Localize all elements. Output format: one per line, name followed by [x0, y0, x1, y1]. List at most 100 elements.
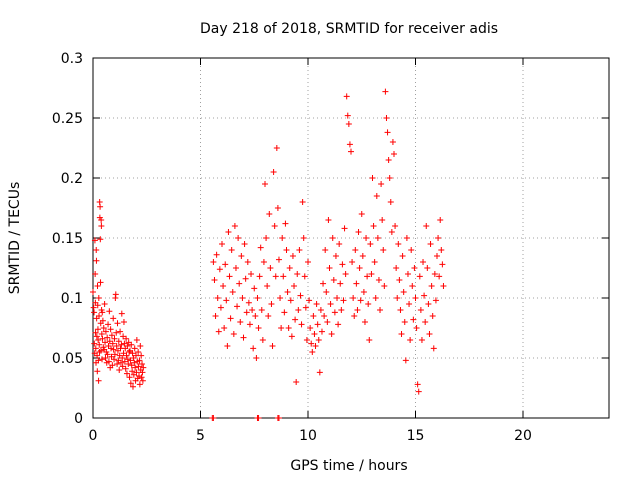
- data-point: [392, 223, 399, 229]
- data-point: [383, 115, 390, 121]
- data-point: [135, 349, 142, 355]
- data-point: [127, 357, 134, 364]
- data-point: [101, 301, 108, 307]
- data-point: [345, 121, 352, 127]
- data-point: [402, 357, 409, 364]
- data-point: [293, 379, 300, 385]
- data-point: [252, 313, 259, 319]
- data-point: [139, 361, 146, 367]
- data-point: [336, 241, 343, 247]
- data-point: [123, 370, 130, 377]
- data-point: [94, 302, 101, 309]
- data-point: [98, 331, 105, 337]
- data-point: [369, 175, 376, 181]
- data-point: [277, 295, 284, 301]
- data-point: [136, 357, 143, 364]
- data-point: [408, 247, 415, 253]
- data-point: [435, 235, 442, 241]
- data-point: [329, 235, 336, 241]
- data-point: [415, 388, 422, 395]
- data-point: [406, 301, 413, 307]
- data-point: [94, 326, 101, 333]
- data-point: [414, 381, 421, 388]
- data-point: [95, 357, 102, 364]
- data-point: [216, 266, 223, 273]
- data-point: [214, 295, 221, 301]
- data-point: [255, 415, 262, 421]
- data-point: [311, 331, 318, 337]
- data-point: [92, 271, 99, 277]
- data-point: [296, 247, 303, 253]
- data-point: [94, 368, 101, 375]
- data-point: [437, 217, 444, 223]
- data-point: [375, 277, 382, 283]
- data-point: [107, 326, 114, 333]
- data-point: [117, 359, 124, 366]
- data-point: [400, 289, 407, 295]
- data-point: [259, 337, 266, 343]
- x-tick-label: 5: [196, 428, 205, 444]
- data-point: [317, 307, 324, 313]
- data-point: [220, 283, 227, 289]
- data-point: [301, 273, 308, 280]
- data-point: [283, 247, 290, 253]
- data-point: [316, 369, 323, 376]
- data-point: [94, 352, 101, 359]
- data-point: [240, 334, 247, 341]
- data-point: [111, 335, 118, 342]
- data-point: [127, 380, 134, 387]
- data-point: [91, 237, 98, 244]
- data-point: [401, 319, 408, 325]
- data-point: [285, 325, 292, 331]
- data-point: [119, 363, 126, 370]
- data-point: [340, 297, 347, 304]
- data-point: [374, 235, 381, 241]
- data-point: [118, 310, 125, 317]
- data-point: [92, 329, 99, 336]
- y-tick-label: 0.2: [61, 171, 83, 187]
- data-point: [137, 343, 144, 349]
- data-point: [250, 345, 257, 352]
- data-point: [407, 337, 414, 343]
- data-point: [133, 352, 139, 359]
- data-point: [140, 364, 147, 371]
- data-point: [344, 112, 351, 119]
- data-point: [90, 289, 96, 295]
- data-point: [424, 265, 431, 271]
- data-point: [106, 308, 113, 315]
- data-point: [430, 345, 437, 352]
- data-point: [210, 415, 217, 421]
- x-tick-label: 10: [299, 428, 317, 444]
- data-point: [266, 211, 273, 217]
- data-point: [274, 205, 281, 211]
- data-point: [102, 355, 109, 361]
- data-point: [270, 169, 277, 175]
- data-point: [249, 307, 256, 313]
- data-point: [254, 295, 261, 301]
- data-point: [327, 301, 334, 307]
- data-point: [359, 253, 366, 259]
- data-point: [288, 333, 295, 340]
- data-point: [232, 265, 239, 271]
- data-point: [129, 383, 136, 390]
- data-point: [312, 343, 319, 349]
- data-point: [104, 334, 111, 341]
- data-point: [229, 289, 236, 295]
- data-point: [108, 345, 115, 352]
- x-axis: 0 5 10 15 20: [89, 58, 532, 444]
- data-point: [241, 241, 248, 247]
- y-axis: 0 0.05 0.1 0.15 0.2 0.25 0.3: [52, 51, 609, 427]
- data-point: [102, 339, 109, 346]
- data-point: [358, 211, 365, 217]
- data-point: [281, 309, 288, 316]
- data-point: [111, 356, 118, 363]
- data-point: [397, 307, 404, 313]
- data-point: [226, 273, 233, 280]
- data-point: [399, 253, 406, 259]
- data-point: [123, 352, 130, 359]
- plot-border: [92, 57, 610, 419]
- data-point: [242, 275, 249, 282]
- data-point: [94, 283, 101, 289]
- data-point: [258, 307, 265, 313]
- data-point: [298, 321, 305, 328]
